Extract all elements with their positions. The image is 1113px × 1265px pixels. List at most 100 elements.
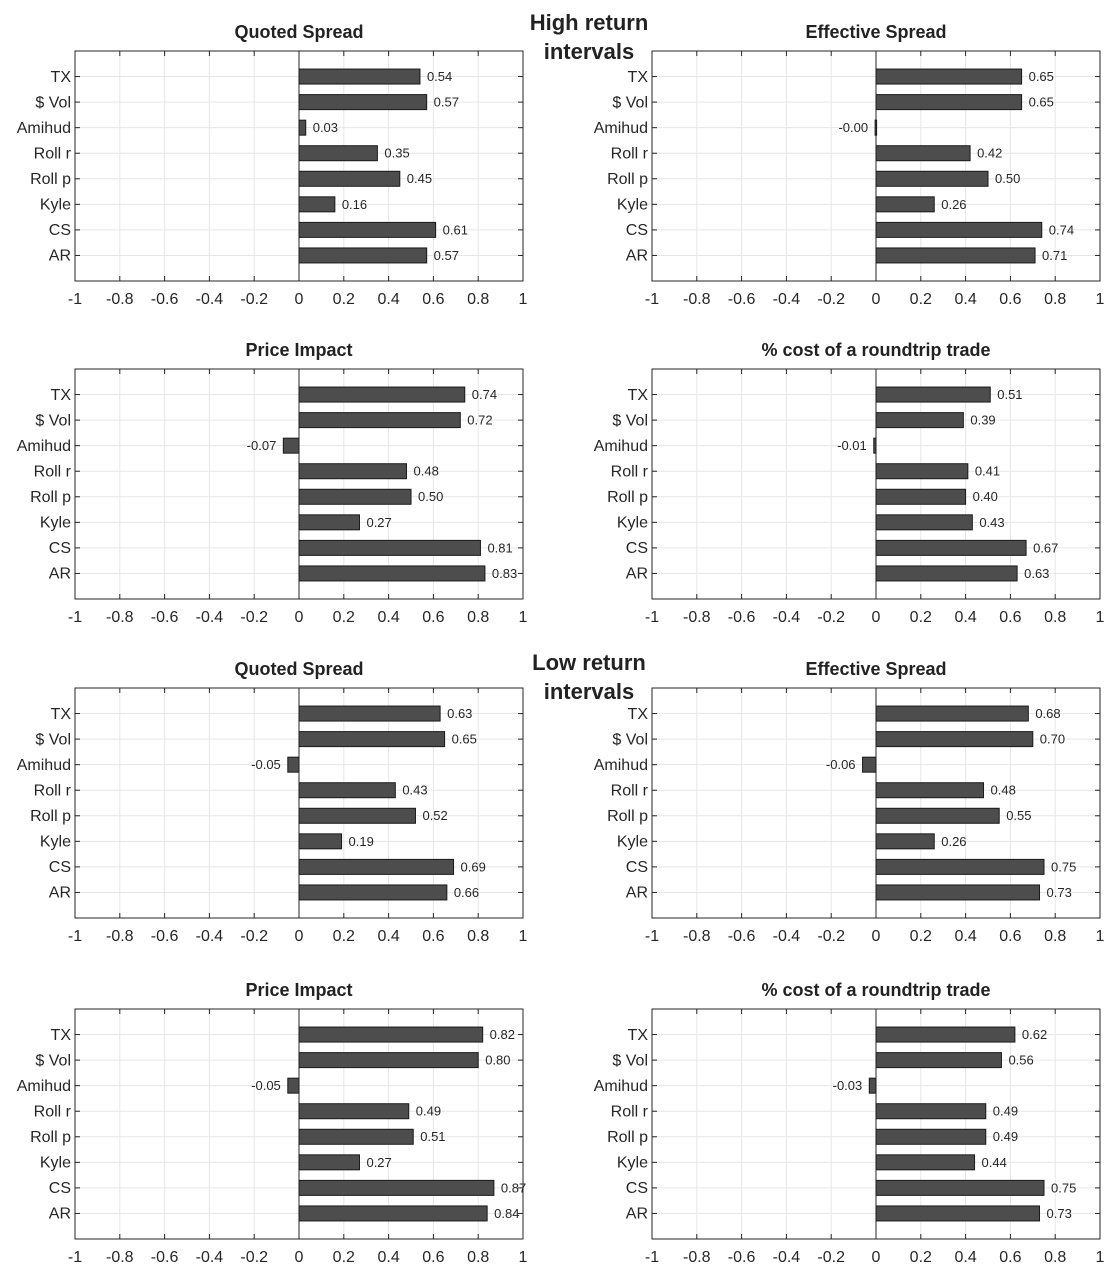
bar [875,884,1041,901]
x-tick-label: -0.2 [817,1249,845,1265]
bar [875,145,971,162]
chart-panel-6: -1 -0.8 -0.6 -0.4 -0.2 0 0.2 0.4 0.6 0.8 1 0.68 TX 0.… [594,659,1105,945]
y-category-label: AR [49,566,71,583]
chart-title: Effective Spread [805,659,946,679]
x-tick-label: -1 [645,291,659,308]
x-tick-label: 0.8 [467,1249,489,1265]
chart-panel-5: -1 -0.8 -0.6 -0.4 -0.2 0 0.2 0.4 0.6 0.8 1 0.63 TX 0.… [17,659,528,945]
bar [282,437,300,454]
y-category-label: Roll p [30,489,71,506]
x-tick-label: 0.6 [999,609,1021,626]
bar [287,1077,300,1094]
x-tick-label: -0.4 [773,1249,801,1265]
x-tick-label: 0.4 [377,1249,399,1265]
x-tick-label: 0.4 [954,291,976,308]
data-label: 0.68 [1035,706,1060,721]
x-tick-label: -1 [645,928,659,945]
y-category-label: Roll p [30,808,71,825]
group-label-high: High return intervals [509,8,669,66]
chart-title: Quoted Spread [234,22,363,42]
chart-title: Price Impact [245,980,352,1000]
data-label: 0.55 [1006,808,1031,823]
x-tick-label: -0.2 [240,1249,268,1265]
data-label: 0.69 [461,859,486,874]
bar [875,1026,1016,1043]
x-tick-label: 0.2 [333,1249,355,1265]
y-category-label: Kyle [617,1155,648,1172]
x-tick-label: -0.8 [106,1249,134,1265]
y-category-label: $ Vol [35,1052,71,1069]
x-tick-label: 0 [295,291,304,308]
data-label: 0.50 [418,489,443,504]
chart-panel-3: -1 -0.8 -0.6 -0.4 -0.2 0 0.2 0.4 0.6 0.8 10.74TX0.… [17,340,528,626]
data-label: 0.26 [941,834,966,849]
x-tick-label: 0.6 [422,928,444,945]
y-category-label: Kyle [40,197,71,214]
bar [298,731,446,748]
data-label: 0.63 [1024,566,1049,581]
x-tick-label: 0 [295,928,304,945]
y-category-label: $ Vol [35,731,71,748]
data-label: 0.73 [1047,885,1072,900]
bar [298,858,455,875]
bar [298,119,307,136]
data-label: 0.82 [490,1027,515,1042]
data-label: 0.63 [447,706,472,721]
y-category-label: TX [51,1027,72,1044]
x-tick-label: 0.6 [422,609,444,626]
x-tick-label: -1 [68,1249,82,1265]
x-tick-label: -0.6 [151,609,179,626]
x-tick-label: -1 [68,291,82,308]
y-category-label: TX [51,69,72,86]
x-tick-label: 0.4 [954,609,976,626]
x-tick-label: -0.2 [817,609,845,626]
bar [298,1026,484,1043]
y-category-label: TX [628,706,649,723]
data-label: 0.57 [434,248,459,263]
y-category-label: Amihud [17,1078,71,1095]
bar [298,565,486,582]
chart-panel-1: -1 -0.8 -0.6 -0.4 -0.2 0 0.2 0.4 0.6 0.8 1 0.54 TX 0.… [17,22,528,308]
y-category-label: TX [628,387,649,404]
data-label: 0.66 [454,885,479,900]
x-tick-label: 0 [872,609,881,626]
y-category-label: Roll r [34,782,72,799]
x-tick-label: 0.6 [422,291,444,308]
bar [875,833,935,850]
x-tick-label: 0.4 [377,291,399,308]
bar [875,539,1027,556]
y-category-label: CS [626,222,648,239]
data-label: 0.03 [313,120,338,135]
x-tick-label: -1 [68,609,82,626]
data-label: 0.27 [366,515,391,530]
y-category-label: Amihud [594,1078,648,1095]
x-tick-label: -0.2 [240,609,268,626]
bar [875,1205,1041,1222]
y-category-label: AR [626,566,648,583]
bar [298,94,428,111]
x-tick-label: 0.2 [910,609,932,626]
bar [875,221,1043,238]
data-label: 0.75 [1051,1180,1076,1195]
y-category-label: TX [51,706,72,723]
data-label: 0.49 [993,1129,1018,1144]
data-label: 0.44 [982,1155,1007,1170]
x-tick-label: 1 [519,609,528,626]
bar [298,247,428,264]
group-label-low: Low return intervals [509,648,669,706]
y-category-label: Roll r [34,145,72,162]
bar [298,1205,488,1222]
y-category-label: Amihud [17,757,71,774]
data-label: 0.51 [420,1129,445,1144]
y-category-label: $ Vol [35,412,71,429]
data-label: 0.74 [472,387,497,402]
bar [298,488,412,505]
bar [875,782,985,799]
x-tick-label: -0.2 [240,291,268,308]
data-label: 0.71 [1042,248,1067,263]
x-tick-label: -0.4 [196,928,224,945]
bar [875,68,1023,85]
data-label: -0.01 [837,438,867,453]
x-tick-label: -0.4 [773,291,801,308]
